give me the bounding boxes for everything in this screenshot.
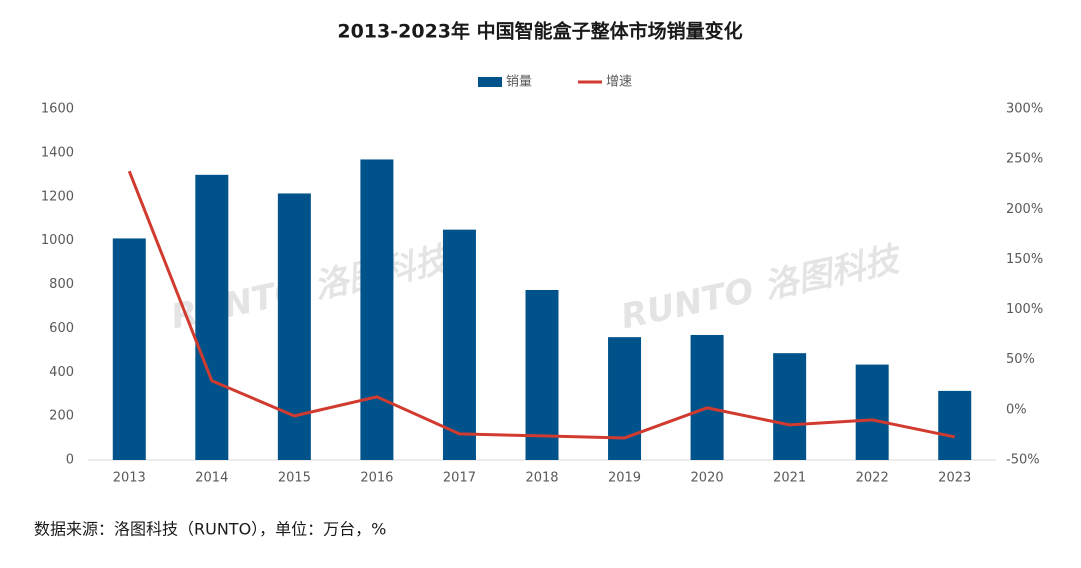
y-tick-label: 1200: [41, 189, 74, 204]
y-tick-label: 200: [49, 409, 74, 424]
bar: [773, 353, 807, 460]
y-tick-label: 600: [49, 321, 74, 336]
y2-tick-label: 250%: [1006, 152, 1043, 167]
line: [127, 170, 956, 440]
x-tick-label: 2020: [691, 471, 724, 486]
source-note: 数据来源：洛图科技（RUNTO），单位：万台，%: [34, 520, 386, 539]
x-tick-label: 2016: [360, 471, 393, 486]
x-tick-label: 2015: [278, 471, 311, 486]
legend-label: 增速: [606, 75, 632, 90]
chart-title: 2013-2023年 中国智能盒子整体市场销量变化: [337, 20, 742, 43]
y2-tick-label: 200%: [1006, 202, 1043, 217]
bar: [112, 238, 146, 460]
x-tick-label: 2017: [443, 471, 476, 486]
bar: [195, 174, 229, 460]
y-tick-label: 800: [49, 277, 74, 292]
y2-tick-label: 150%: [1006, 252, 1043, 267]
bar: [855, 364, 889, 460]
bar: [608, 337, 642, 460]
x-tick-label: 2014: [195, 471, 228, 486]
bar: [277, 193, 311, 460]
watermark: RUNTO 洛图科技: [618, 239, 907, 338]
bar: [938, 390, 972, 460]
bar: [690, 334, 724, 460]
x-tick-label: 2023: [938, 471, 971, 486]
y2-tick-label: 300%: [1006, 102, 1043, 117]
bar: [360, 159, 394, 461]
y-tick-label: 1400: [41, 145, 74, 160]
x-tick-label: 2021: [773, 471, 806, 486]
x-tick-label: 2022: [856, 471, 889, 486]
y-tick-label: 0: [66, 453, 74, 468]
y2-tick-label: 0%: [1006, 402, 1027, 417]
y2-tick-label: 100%: [1006, 302, 1043, 317]
x-tick-label: 2018: [525, 471, 558, 486]
x-tick-label: 2019: [608, 471, 641, 486]
bar: [442, 229, 476, 460]
y-tick-label: 400: [49, 365, 74, 380]
y-tick-label: 1000: [41, 233, 74, 248]
y-tick-label: 1600: [41, 102, 74, 117]
legend-swatch: [478, 77, 502, 87]
x-tick-label: 2013: [113, 471, 146, 486]
y2-tick-label: -50%: [1006, 453, 1040, 468]
y2-tick-label: 50%: [1006, 352, 1035, 367]
bar: [525, 289, 559, 460]
legend-label: 销量: [506, 75, 532, 90]
